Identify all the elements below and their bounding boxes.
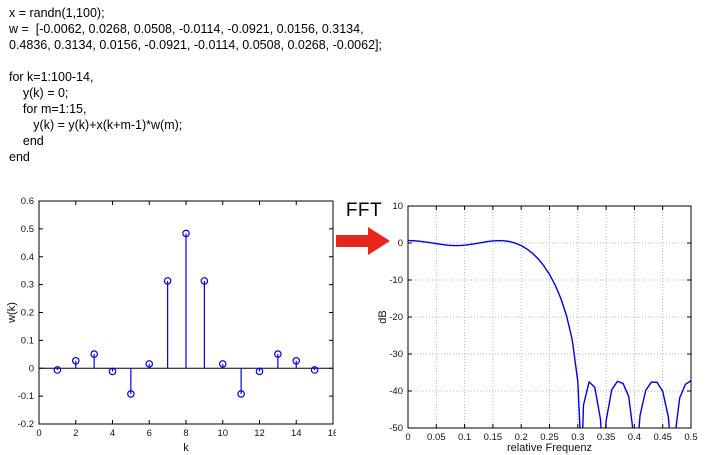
code-line: x = randn(1,100); bbox=[9, 6, 105, 20]
svg-text:0.45: 0.45 bbox=[653, 432, 672, 443]
svg-text:0.4: 0.4 bbox=[628, 432, 641, 443]
svg-text:4: 4 bbox=[110, 428, 115, 439]
svg-text:10: 10 bbox=[392, 201, 403, 212]
svg-text:0.1: 0.1 bbox=[458, 432, 471, 443]
svg-text:-0.2: -0.2 bbox=[18, 419, 34, 430]
matlab-code-block: x = randn(1,100); w = [-0.0062, 0.0268, 0… bbox=[9, 5, 382, 165]
right-arrow-shape bbox=[336, 227, 390, 255]
svg-text:16: 16 bbox=[328, 428, 336, 439]
svg-text:0: 0 bbox=[29, 363, 34, 374]
svg-text:6: 6 bbox=[147, 428, 152, 439]
svg-text:0: 0 bbox=[405, 432, 410, 443]
svg-text:14: 14 bbox=[291, 428, 302, 439]
svg-text:0.3: 0.3 bbox=[21, 280, 34, 291]
svg-text:0.35: 0.35 bbox=[597, 432, 616, 443]
svg-text:0.2: 0.2 bbox=[21, 308, 34, 319]
code-line: y(k) = y(k)+x(k+m-1)*w(m); bbox=[9, 118, 183, 132]
svg-text:-0.1: -0.1 bbox=[18, 391, 34, 402]
svg-text:0.2: 0.2 bbox=[515, 432, 528, 443]
svg-text:0.3: 0.3 bbox=[571, 432, 584, 443]
svg-text:-50: -50 bbox=[389, 423, 403, 434]
svg-text:relative Frequenz: relative Frequenz bbox=[507, 442, 592, 454]
svg-text:8: 8 bbox=[183, 428, 188, 439]
code-line: y(k) = 0; bbox=[9, 86, 69, 100]
right-arrow-icon bbox=[336, 227, 390, 255]
code-line: 0.4836, 0.3134, 0.0156, -0.0921, -0.0114… bbox=[9, 38, 382, 52]
svg-text:0: 0 bbox=[398, 238, 403, 249]
svg-text:w(k): w(k) bbox=[6, 302, 18, 324]
svg-text:0.05: 0.05 bbox=[427, 432, 446, 443]
line-plot-svg: 0 0.05 0.1 0.15 0.2 0.25 0.3 0.35 0.4 0.45 0.5 -50 -… bbox=[377, 201, 698, 454]
svg-text:-10: -10 bbox=[389, 275, 403, 286]
svg-text:0.25: 0.25 bbox=[540, 432, 559, 443]
svg-text:0: 0 bbox=[36, 428, 41, 439]
svg-text:12: 12 bbox=[254, 428, 265, 439]
frequency-response-chart: 0 0.05 0.1 0.15 0.2 0.25 0.3 0.35 0.4 0.45 0.5 -50 -… bbox=[374, 196, 700, 455]
code-line: for k=1:100-14, bbox=[9, 70, 94, 84]
code-line: w = [-0.0062, 0.0268, 0.0508, -0.0114, -… bbox=[9, 22, 364, 36]
svg-text:-40: -40 bbox=[389, 386, 403, 397]
svg-text:k: k bbox=[183, 442, 189, 454]
svg-text:dB: dB bbox=[377, 310, 389, 323]
svg-text:-30: -30 bbox=[389, 349, 403, 360]
svg-text:0.1: 0.1 bbox=[21, 335, 34, 346]
svg-text:0.6: 0.6 bbox=[21, 196, 34, 207]
code-line: for m=1:15, bbox=[9, 102, 87, 116]
fft-label: FFT bbox=[345, 200, 383, 221]
svg-text:2: 2 bbox=[73, 428, 78, 439]
svg-text:10: 10 bbox=[217, 428, 228, 439]
fft-transform-indicator: FFT bbox=[334, 200, 394, 256]
code-line: end bbox=[9, 150, 30, 164]
code-line bbox=[9, 53, 382, 69]
stem-plot-svg: 0 2 4 6 8 10 12 14 16 -0.2 -0.1 0 0.1 0.2 0.3 0.4 0.5 0.6… bbox=[6, 196, 338, 454]
svg-text:0.15: 0.15 bbox=[484, 432, 503, 443]
svg-text:0.5: 0.5 bbox=[684, 432, 697, 443]
svg-text:-20: -20 bbox=[389, 312, 403, 323]
svg-text:0.5: 0.5 bbox=[21, 224, 34, 235]
code-line: end bbox=[9, 134, 44, 148]
impulse-response-chart: 0 2 4 6 8 10 12 14 16 -0.2 -0.1 0 0.1 0.2 0.3 0.4 0.5 0.6… bbox=[6, 196, 338, 455]
svg-text:0.4: 0.4 bbox=[21, 252, 34, 263]
